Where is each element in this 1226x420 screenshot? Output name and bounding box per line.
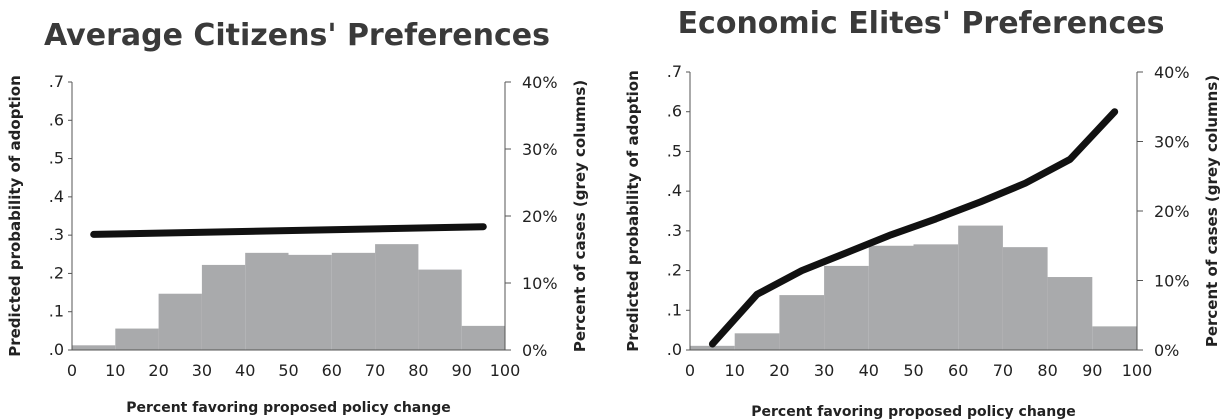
- y-axis-right-label: Percent of cases (grey columns): [1203, 75, 1221, 347]
- y-tick-left-label: .2: [667, 261, 682, 280]
- y-tick-left-label: .4: [667, 181, 682, 200]
- bar-10-20: [115, 328, 159, 350]
- x-tick-label: 50: [903, 361, 923, 380]
- bar-20-30: [779, 295, 825, 350]
- y-tick-right-label: 30%: [1154, 133, 1190, 152]
- x-tick-label: 10: [105, 361, 125, 380]
- x-tick-label: 40: [235, 361, 255, 380]
- y-axis-left-label: Predicted probability of adoption: [624, 70, 642, 352]
- x-tick-label: 70: [993, 361, 1013, 380]
- x-tick-label: 0: [67, 361, 77, 380]
- y-tick-left-label: .3: [49, 225, 64, 244]
- x-tick-label: 20: [769, 361, 789, 380]
- bar-90-100: [461, 325, 505, 350]
- bar-50-60: [913, 244, 959, 350]
- y-axis-left-label: Predicted probability of adoption: [6, 75, 24, 357]
- x-tick-label: 70: [365, 361, 385, 380]
- x-tick-label: 80: [408, 361, 428, 380]
- bar-80-90: [1047, 277, 1093, 350]
- y-axis-right-label: Percent of cases (grey columns): [571, 80, 589, 352]
- x-tick-label: 80: [1037, 361, 1057, 380]
- y-tick-right-label: 20%: [522, 207, 558, 226]
- x-tick-label: 90: [452, 361, 472, 380]
- y-tick-right-label: 10%: [1154, 272, 1190, 291]
- bar-60-70: [331, 252, 376, 350]
- bar-20-30: [158, 293, 202, 350]
- y-tick-left-label: .0: [49, 340, 64, 359]
- y-tick-right-label: 40%: [1154, 63, 1190, 82]
- y-tick-right-label: 0%: [1154, 341, 1179, 360]
- y-tick-right-label: 40%: [522, 73, 558, 92]
- bar-30-40: [201, 264, 246, 350]
- bar-60-70: [958, 225, 1003, 350]
- y-tick-left-label: .2: [49, 263, 64, 282]
- y-tick-left-label: .6: [49, 110, 64, 129]
- x-tick-label: 40: [859, 361, 879, 380]
- bar-40-50: [868, 245, 914, 350]
- x-tick-label: 10: [725, 361, 745, 380]
- bar-10-20: [734, 333, 780, 350]
- x-axis-label: Percent favoring proposed policy change: [126, 400, 450, 416]
- y-tick-left-label: .7: [49, 72, 64, 91]
- x-tick-label: 30: [814, 361, 834, 380]
- bar-0-10: [72, 345, 116, 350]
- y-tick-left-label: .0: [667, 340, 682, 359]
- bar-0-10: [690, 345, 735, 350]
- x-tick-label: 0: [685, 361, 695, 380]
- y-tick-left-label: .5: [49, 149, 64, 168]
- bar-50-60: [288, 254, 332, 350]
- chart-economic-elites: .0 .1 .2 .3 .4 .5 .6 .7 0% 10% 20% 30% 40% 0 10 20 30 40 5…: [624, 6, 1221, 420]
- y-tick-left-label: .3: [667, 221, 682, 240]
- x-tick-label: 60: [948, 361, 968, 380]
- x-tick-label: 30: [192, 361, 212, 380]
- bar-90-100: [1092, 326, 1137, 350]
- probability-line: [708, 108, 1119, 348]
- y-tick-left-label: .5: [667, 141, 682, 160]
- chart-title: Economic Elites' Preferences: [678, 6, 1165, 41]
- chart-title: Average Citizens' Preferences: [44, 18, 550, 53]
- x-tick-label: 20: [148, 361, 168, 380]
- y-tick-right-label: 20%: [1154, 202, 1190, 221]
- x-tick-label: 50: [278, 361, 298, 380]
- probability-line: [90, 223, 487, 238]
- y-tick-left-label: .6: [667, 102, 682, 121]
- bar-70-80: [1002, 247, 1048, 350]
- x-tick-label: 90: [1082, 361, 1102, 380]
- x-tick-label: 100: [1122, 361, 1153, 380]
- bar-40-50: [245, 252, 289, 350]
- x-axis-label: Percent favoring proposed policy change: [751, 404, 1075, 420]
- bar-30-40: [824, 265, 869, 350]
- y-tick-left-label: .4: [49, 187, 64, 206]
- y-tick-left-label: .7: [667, 62, 682, 81]
- y-tick-right-label: 0%: [522, 341, 547, 360]
- chart-average-citizens: .0 .1 .2 .3 .4 .5 .6 .7 0% 10% 20% 30% 40% 0 10 20 30 40 5…: [6, 18, 589, 416]
- x-tick-label: 100: [490, 361, 521, 380]
- y-tick-left-label: .1: [49, 302, 64, 321]
- x-tick-label: 60: [322, 361, 342, 380]
- bar-70-80: [375, 244, 419, 350]
- y-tick-right-label: 30%: [522, 140, 558, 159]
- y-tick-right-label: 10%: [522, 274, 558, 293]
- y-tick-left-label: .1: [667, 300, 682, 319]
- bar-80-90: [418, 269, 462, 350]
